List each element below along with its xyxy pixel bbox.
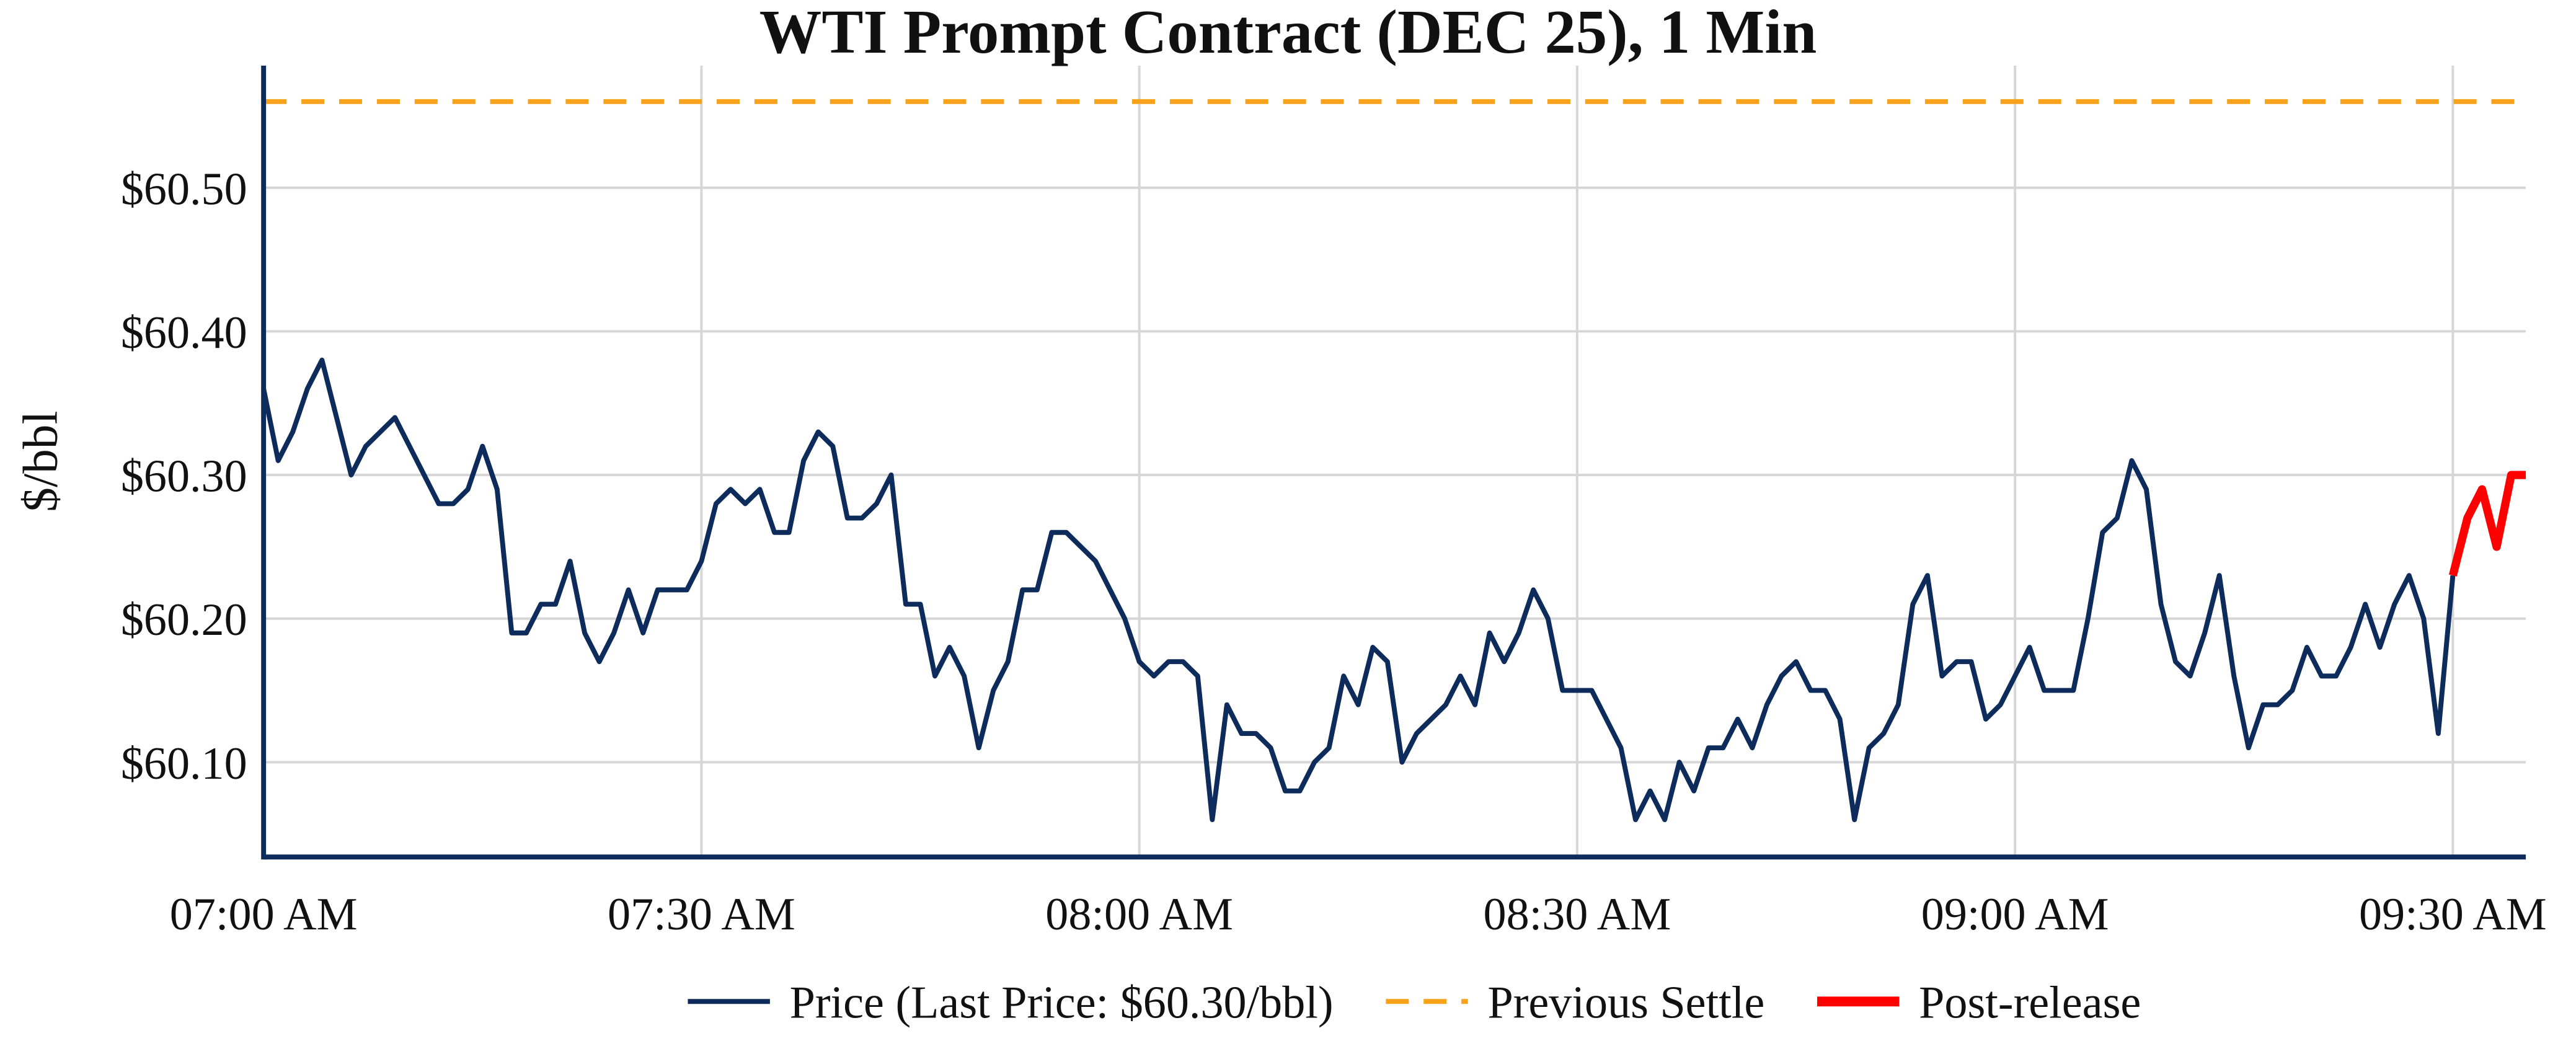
x-tick-label: 09:00 AM [1921,889,2109,940]
legend-label: Previous Settle [1487,978,1764,1029]
x-tick-label: 09:30 AM [2359,889,2547,940]
y-tick-label: $60.50 [121,164,247,215]
y-axis-label: $/bbl [14,410,68,512]
y-tick-label: $60.30 [121,451,247,502]
x-tick-label: 07:30 AM [608,889,795,940]
legend-label: Price (Last Price: $60.30/bbl) [790,978,1334,1029]
chart-title: WTI Prompt Contract (DEC 25), 1 Min [759,0,1817,66]
y-tick-label: $60.10 [121,738,247,789]
price-line [261,357,2456,822]
legend-label: Post-release [1919,978,2141,1029]
price-line [2448,471,2526,577]
y-tick-label: $60.20 [121,595,247,645]
y-tick-label: $60.40 [121,308,247,358]
x-tick-label: 08:30 AM [1484,889,1671,940]
x-tick-label: 07:00 AM [170,889,358,940]
x-tick-label: 08:00 AM [1045,889,1233,940]
